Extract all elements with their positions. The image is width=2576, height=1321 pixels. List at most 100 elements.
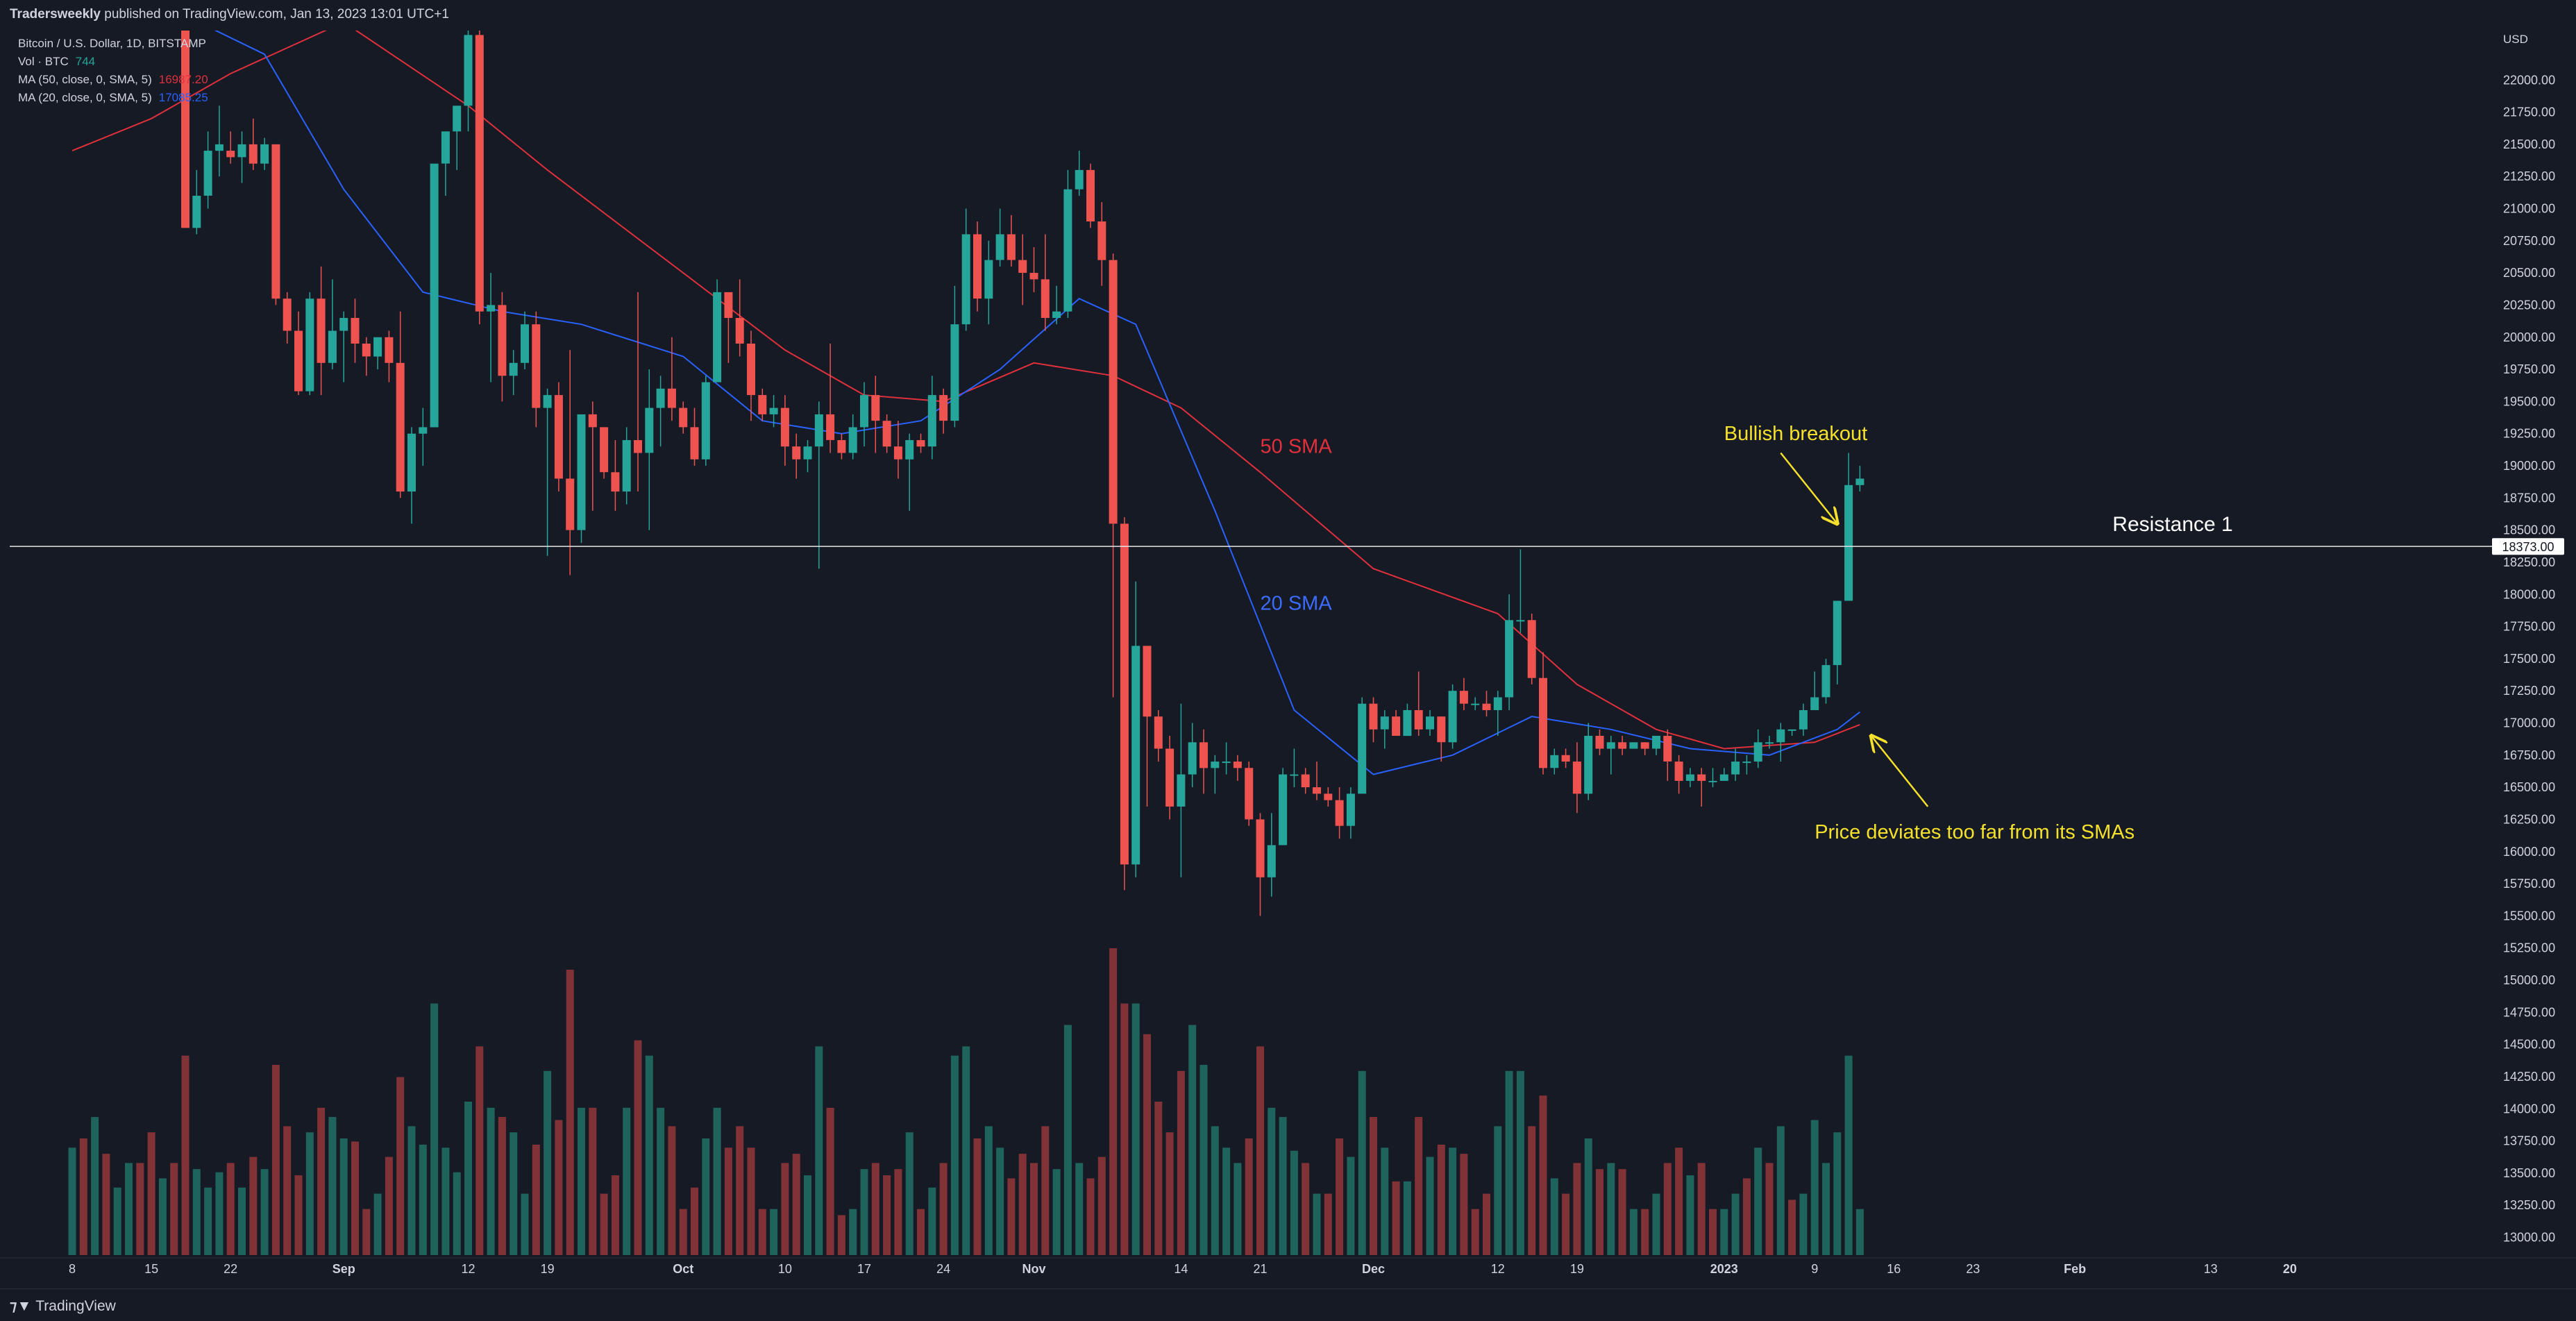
- candle-body: [1222, 762, 1231, 764]
- candle-body: [214, 144, 224, 151]
- volume-bar: [136, 1163, 144, 1255]
- price-tick-label: 13750.00: [2503, 1134, 2555, 1148]
- time-tick-label: 22: [224, 1262, 237, 1276]
- time-tick-label: Feb: [2064, 1262, 2086, 1276]
- price-tick-label: 18250.00: [2503, 555, 2555, 569]
- volume-bar: [962, 1046, 970, 1255]
- volume-bar: [1370, 1117, 1377, 1255]
- volume-bar: [1584, 1138, 1592, 1255]
- volume-bar: [1618, 1169, 1626, 1255]
- price-tick-label: 16000.00: [2503, 845, 2555, 859]
- time-tick-label: 8: [69, 1262, 76, 1276]
- ma50-label: MA (50, close, 0, SMA, 5): [18, 73, 152, 86]
- candle-body: [1527, 620, 1536, 678]
- candle-body: [181, 31, 190, 228]
- volume-bar: [1120, 1003, 1129, 1255]
- volume-bar: [249, 1156, 258, 1255]
- volume-bar: [385, 1156, 393, 1255]
- time-tick-label: 15: [144, 1262, 158, 1276]
- candle-body: [769, 407, 778, 414]
- price-tick-label: 17500.00: [2503, 652, 2555, 666]
- volume-bar: [837, 1215, 845, 1255]
- candle-body: [1120, 523, 1129, 865]
- volume-bar: [339, 1138, 348, 1255]
- candle-body: [1550, 755, 1559, 768]
- time-tick-label: 21: [1253, 1262, 1267, 1276]
- volume-bar: [226, 1163, 235, 1255]
- publisher-name[interactable]: Tradersweekly: [10, 7, 101, 22]
- volume-bar: [317, 1107, 326, 1255]
- candle-body: [271, 144, 280, 299]
- candle-body: [283, 298, 292, 331]
- time-tick-label: 2023: [1710, 1262, 1738, 1276]
- candle-body: [1211, 762, 1220, 768]
- volume-bar: [1788, 1200, 1796, 1255]
- volume-bar: [113, 1187, 121, 1255]
- legend-symbol[interactable]: Bitcoin / U.S. Dollar, 1D, BITSTAMP: [18, 37, 206, 50]
- volume-bar: [215, 1172, 224, 1255]
- volume-bar: [804, 1175, 811, 1255]
- candle-body: [1844, 485, 1853, 601]
- candle-body: [995, 234, 1004, 260]
- legend-ma50[interactable]: MA (50, close, 0, SMA, 5) 16987.20: [18, 71, 208, 89]
- candle-body: [984, 260, 993, 299]
- volume-bar: [475, 1046, 484, 1255]
- volume-bar: [1358, 1070, 1366, 1255]
- candle-body: [1833, 600, 1842, 666]
- legend-ma20[interactable]: MA (20, close, 0, SMA, 5) 17085.25: [18, 89, 208, 107]
- candle-body: [1165, 748, 1175, 807]
- volume-bar: [917, 1209, 925, 1255]
- candle-body: [893, 446, 902, 460]
- volume-bar: [1381, 1147, 1389, 1255]
- volume-bar: [1833, 1132, 1842, 1255]
- candle-body: [453, 106, 462, 132]
- volume-bar: [1720, 1209, 1728, 1255]
- candle-body: [837, 440, 846, 453]
- candle-body: [1493, 697, 1502, 710]
- candle-body: [260, 144, 269, 164]
- price-tick-label: 13000.00: [2503, 1231, 2555, 1245]
- volume-bar: [973, 1138, 982, 1255]
- candle-body: [792, 446, 801, 460]
- candle-body: [1041, 279, 1050, 318]
- candle-body: [713, 292, 722, 382]
- candle-body: [950, 324, 959, 421]
- volume-bar: [792, 1154, 800, 1255]
- candle-body: [1233, 762, 1242, 768]
- price-chart[interactable]: Resistance 1 USD 13000.00 13250.00 13500.00 1…: [0, 0, 2576, 1288]
- legend-volume[interactable]: Vol · BTC 744: [18, 53, 208, 71]
- volume-bar: [1539, 1095, 1547, 1255]
- resistance-price-tag: [2492, 538, 2564, 555]
- volume-bar: [1697, 1163, 1706, 1255]
- candle-body: [1199, 742, 1208, 768]
- candle-body: [1855, 478, 1864, 485]
- price-tick-label: 22000.00: [2503, 73, 2555, 87]
- volume-bar: [1494, 1126, 1502, 1255]
- volume-bar: [1143, 1034, 1151, 1255]
- volume-bar: [1437, 1144, 1445, 1255]
- volume-bar: [1268, 1107, 1276, 1255]
- candle-body: [848, 427, 857, 453]
- volume-bar: [1279, 1117, 1287, 1255]
- candle-body: [735, 318, 744, 344]
- candle-body: [1765, 742, 1774, 744]
- volume-bar: [68, 1147, 76, 1255]
- price-tick-label: 17750.00: [2503, 620, 2555, 634]
- volume-bar: [1731, 1193, 1740, 1255]
- candle-body: [1776, 729, 1785, 743]
- price-tick-label: 18000.00: [2503, 587, 2555, 601]
- candle-body: [961, 234, 970, 325]
- volume-bar: [1550, 1178, 1558, 1255]
- volume-bar: [1426, 1156, 1434, 1255]
- price-tick-label: 14250.00: [2503, 1070, 2555, 1084]
- volume-bar: [1324, 1193, 1332, 1255]
- price-tick-label: 15000.00: [2503, 973, 2555, 987]
- volume-bar: [566, 969, 574, 1255]
- candle-body: [656, 388, 665, 408]
- time-tick-label: 12: [1491, 1262, 1505, 1276]
- volume-bar: [510, 1132, 518, 1255]
- tradingview-brand[interactable]: ⁊▼ TradingView: [10, 1297, 116, 1315]
- volume-bar: [939, 1163, 948, 1255]
- price-tick-label: 19000.00: [2503, 459, 2555, 473]
- time-tick-label: Nov: [1022, 1262, 1045, 1276]
